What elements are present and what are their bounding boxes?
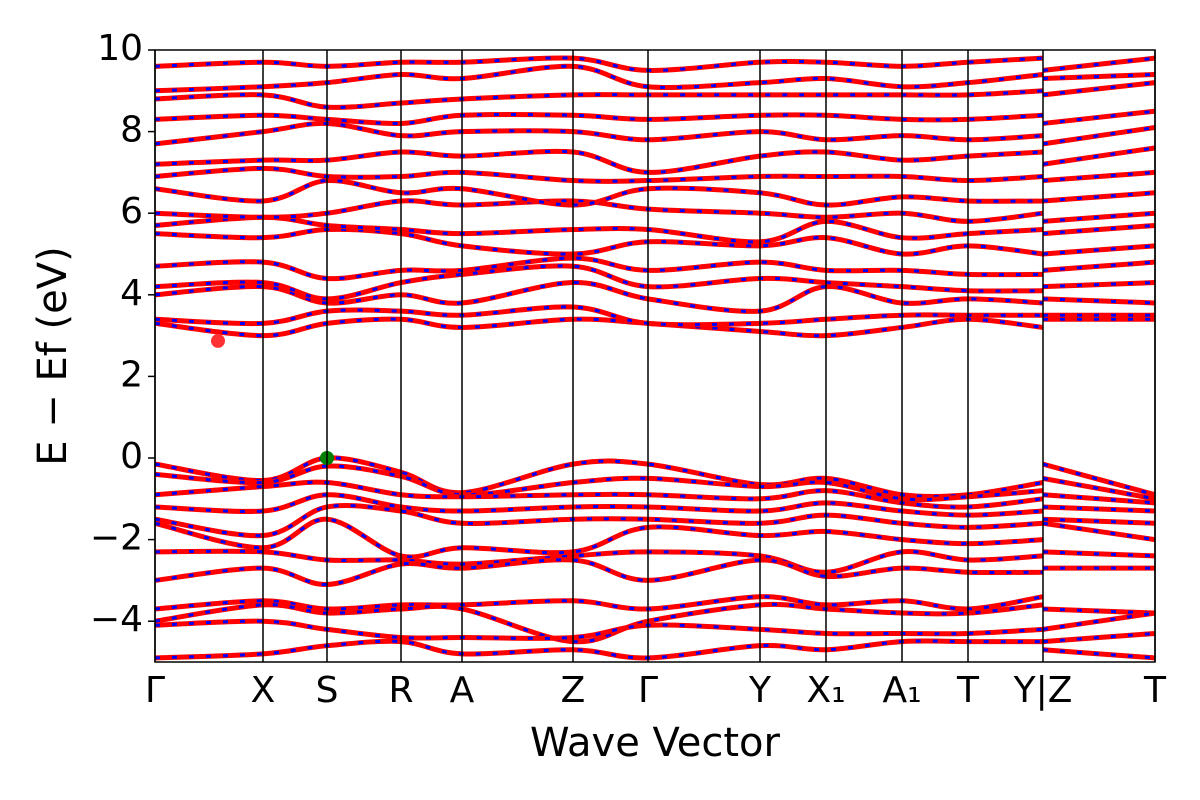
band-overlay [155, 602, 1155, 644]
x-tick-label: A₁ [882, 670, 921, 711]
y-tick-label: 2 [120, 354, 143, 395]
x-tick-label: Γ [638, 670, 658, 711]
extremum-marker [211, 333, 225, 348]
y-tick-label: 6 [120, 191, 143, 232]
band-overlay [155, 179, 1155, 207]
band-overlay [155, 256, 1155, 281]
x-tick-label: Z [561, 670, 586, 711]
y-tick-label: 0 [120, 436, 143, 477]
x-tick-label: R [388, 670, 413, 711]
y-tick-label: 10 [97, 28, 143, 69]
band-overlay [155, 558, 1155, 586]
y-tick-label: −2 [90, 518, 143, 559]
y-tick-label: −4 [90, 599, 143, 640]
band-overlay [155, 517, 1155, 559]
band-overlay [155, 281, 1155, 313]
plot-area [155, 55, 1155, 661]
x-tick-label: A [450, 670, 475, 711]
x-tick-label: X₁ [806, 670, 845, 711]
band-overlay [155, 504, 1155, 538]
band-overlay [155, 549, 1155, 574]
x-tick-label: S [316, 670, 339, 711]
band-overlay [155, 264, 1155, 301]
band-overlay [155, 227, 1155, 256]
x-tick-label: T [956, 670, 980, 711]
x-tick-label: Y|Z [1013, 670, 1073, 711]
band-overlay [155, 464, 1155, 502]
y-tick-label: 4 [120, 273, 143, 314]
x-axis-label: Wave Vector [530, 720, 781, 766]
y-tick-label: 8 [120, 110, 143, 151]
x-tick-label: Y [748, 670, 772, 711]
y-axis-label: E − Ef (eV) [30, 246, 76, 465]
x-tick-label: X [251, 670, 276, 711]
band-overlay [155, 215, 1155, 244]
x-tick-label: Γ [145, 670, 165, 711]
x-tick-label: T [1143, 670, 1167, 711]
band-overlay [155, 146, 1155, 174]
